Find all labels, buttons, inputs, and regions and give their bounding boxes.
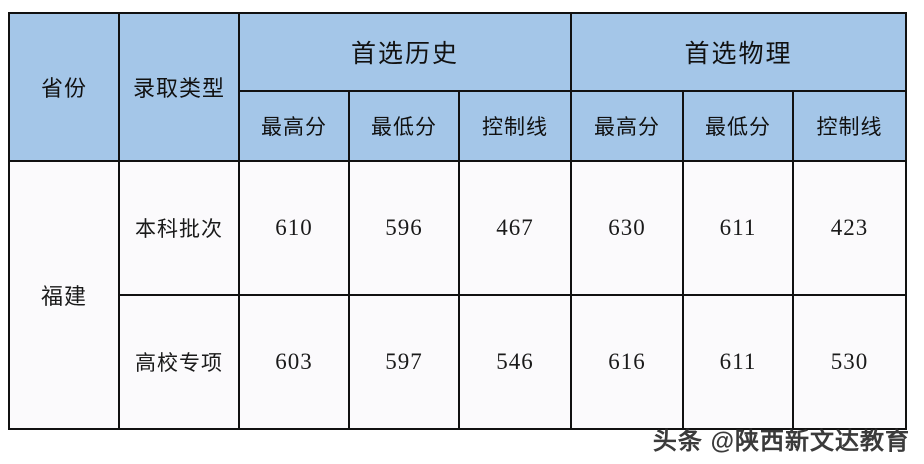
column-header-history-control-line: 控制线 xyxy=(458,90,572,162)
cell-admission-type: 高校专项 xyxy=(118,294,240,430)
column-header-physics-control-line: 控制线 xyxy=(792,90,907,162)
table-body: 福建 本科批次 610 596 467 630 611 423 高校专项 603… xyxy=(8,160,907,430)
cell-physics-highest: 630 xyxy=(570,160,684,296)
cell-physics-control-line: 423 xyxy=(792,160,907,296)
group-header-history: 首选历史 xyxy=(238,12,572,92)
cell-physics-lowest: 611 xyxy=(682,294,794,430)
cell-history-control-line: 546 xyxy=(458,294,572,430)
table-header: 省份 录取类型 首选历史 首选物理 最高分 最低分 控制线 最高分 最低分 控制… xyxy=(8,12,907,162)
column-header-history-highest: 最高分 xyxy=(238,90,350,162)
column-header-physics-lowest: 最低分 xyxy=(682,90,794,162)
cell-history-control-line: 467 xyxy=(458,160,572,296)
admission-scores-table: 省份 录取类型 首选历史 首选物理 最高分 最低分 控制线 最高分 最低分 控制… xyxy=(8,12,907,430)
cell-physics-highest: 616 xyxy=(570,294,684,430)
cell-history-lowest: 597 xyxy=(348,294,460,430)
header-row-groups: 省份 录取类型 首选历史 首选物理 xyxy=(8,12,907,162)
cell-admission-type: 本科批次 xyxy=(118,160,240,296)
cell-history-highest: 610 xyxy=(238,160,350,296)
column-header-physics-highest: 最高分 xyxy=(570,90,684,162)
cell-physics-control-line: 530 xyxy=(792,294,907,430)
cell-history-lowest: 596 xyxy=(348,160,460,296)
group-header-physics: 首选物理 xyxy=(570,12,907,92)
column-header-history-lowest: 最低分 xyxy=(348,90,460,162)
column-header-province: 省份 xyxy=(8,12,120,162)
watermark-text: 头条 @陕西新文达教育 xyxy=(652,428,910,455)
table-row: 福建 本科批次 610 596 467 630 611 423 xyxy=(8,160,907,430)
column-header-admission-type: 录取类型 xyxy=(118,12,240,162)
table-row: 高校专项 603 597 546 616 611 530 xyxy=(9,294,907,430)
cell-physics-lowest: 611 xyxy=(682,160,794,296)
header-row-subcolumns: 最高分 最低分 控制线 最高分 最低分 控制线 xyxy=(9,90,907,162)
cell-province: 福建 xyxy=(8,160,120,430)
cell-history-highest: 603 xyxy=(238,294,350,430)
